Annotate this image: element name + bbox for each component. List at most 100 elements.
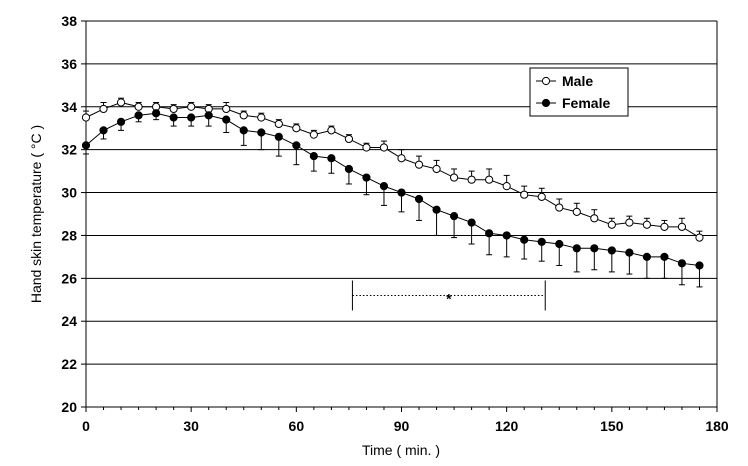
data-point-male [169, 104, 178, 114]
data-point-male [695, 233, 704, 242]
y-tick-label-32: 32 [61, 142, 77, 158]
data-point-male [397, 154, 406, 163]
legend: Male Female [529, 67, 629, 117]
data-point-male [607, 220, 616, 229]
data-point-male [414, 160, 424, 169]
data-series [81, 97, 704, 288]
x-tick-label-120: 120 [495, 418, 519, 434]
data-point-male [502, 182, 511, 191]
axes [81, 20, 718, 412]
data-point-female [625, 248, 634, 257]
legend-male-marker [541, 76, 551, 86]
data-point-male [257, 113, 266, 122]
data-point-female [537, 237, 546, 246]
y-tick-label-20: 20 [61, 399, 77, 415]
x-tick-label-0: 0 [82, 418, 90, 434]
y-tick-label-38: 38 [61, 13, 77, 29]
data-point-male [292, 124, 301, 133]
y-axis-title: Hand skin temperature ( °C ) [28, 125, 44, 303]
data-point-female [432, 205, 441, 214]
data-point-male [81, 113, 91, 122]
data-point-male [432, 164, 441, 174]
y-tick-label-22: 22 [61, 356, 77, 372]
data-point-male [449, 173, 459, 182]
data-point-female [362, 173, 371, 182]
data-point-female [327, 154, 336, 163]
data-point-male [537, 192, 546, 201]
data-point-female [239, 126, 248, 135]
data-point-female [309, 152, 318, 161]
series-male [81, 97, 704, 242]
data-point-male [99, 104, 108, 114]
y-tick-label-30: 30 [61, 185, 77, 201]
data-point-female [152, 109, 161, 118]
data-point-female [274, 132, 283, 141]
data-point-female [449, 212, 459, 221]
data-point-female [344, 164, 354, 174]
x-tick-label-150: 150 [600, 418, 624, 434]
data-point-female [677, 259, 687, 268]
legend-female-marker [541, 98, 551, 108]
data-point-female [99, 126, 108, 135]
x-tick-label-60: 60 [289, 418, 305, 434]
data-point-male [309, 130, 318, 139]
data-point-male [485, 175, 494, 184]
data-point-male [134, 102, 143, 111]
data-point-male [555, 203, 564, 212]
data-point-male [274, 119, 283, 129]
data-point-male [362, 143, 371, 152]
data-point-female [555, 239, 564, 249]
data-point-female [257, 128, 266, 137]
data-point-female [204, 111, 213, 120]
data-point-female [520, 235, 529, 244]
data-point-female [187, 113, 196, 122]
y-tick-label-24: 24 [61, 313, 77, 329]
data-point-female [607, 246, 616, 255]
x-tick-labels: 0 30 60 90 120 150 180 [82, 418, 729, 434]
data-point-male [642, 220, 651, 229]
legend-box [529, 67, 629, 117]
data-point-male [344, 134, 354, 144]
data-point-female [134, 111, 143, 120]
data-point-male [625, 218, 634, 227]
data-point-female [292, 141, 301, 150]
data-point-male [239, 111, 248, 120]
annotation-asterisk: * [446, 290, 452, 306]
x-axis-title: Time ( min. ) [362, 442, 440, 458]
data-point-female [397, 188, 406, 197]
significance-annotation: * [351, 280, 546, 311]
data-point-male [222, 104, 231, 114]
data-point-female [81, 141, 91, 150]
data-point-female [169, 113, 178, 122]
y-tick-label-28: 28 [61, 227, 77, 243]
data-point-male [467, 175, 476, 184]
data-point-female [642, 252, 651, 261]
data-point-female [414, 194, 424, 204]
y-tick-label-34: 34 [61, 99, 77, 115]
data-point-female [502, 231, 511, 240]
data-point-female [116, 117, 126, 126]
data-point-male [590, 214, 599, 223]
data-point-female [222, 115, 231, 124]
data-point-female [695, 261, 704, 270]
x-tick-label-30: 30 [183, 418, 199, 434]
data-point-male [572, 207, 581, 216]
data-point-female [467, 218, 476, 227]
data-point-female [590, 244, 599, 253]
data-point-female [572, 244, 581, 253]
series-female [81, 109, 704, 288]
data-point-male [677, 222, 687, 231]
data-point-male [520, 190, 529, 199]
legend-male-label: Male [562, 73, 593, 89]
x-tick-label-90: 90 [394, 418, 410, 434]
data-point-male [187, 102, 196, 111]
data-point-female [485, 229, 494, 238]
y-tick-labels: 20 22 24 26 28 30 32 34 36 38 [61, 13, 77, 415]
x-tick-label-180: 180 [705, 418, 729, 434]
legend-female-label: Female [562, 95, 610, 111]
data-point-male [116, 98, 126, 107]
data-point-male [327, 126, 336, 135]
data-point-male [379, 143, 389, 152]
